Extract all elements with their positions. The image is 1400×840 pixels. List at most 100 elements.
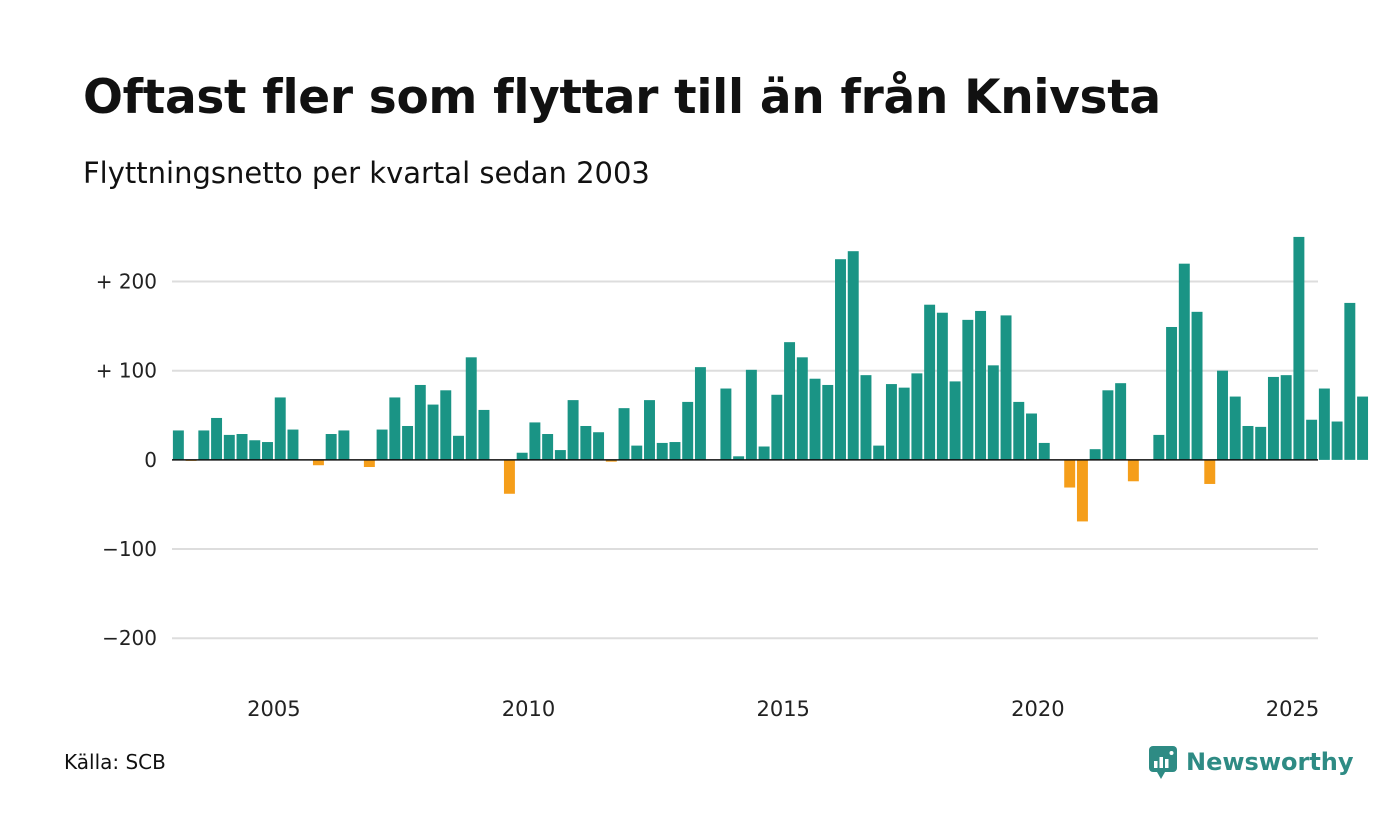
bar [987, 365, 999, 460]
bar [631, 445, 643, 460]
x-tick-label: 2005 [247, 697, 300, 721]
bar [694, 367, 706, 460]
gridlines [172, 280, 1318, 640]
bar [1127, 459, 1139, 482]
y-tick-label: −100 [102, 537, 157, 561]
bar [580, 425, 592, 460]
x-tick-label: 2020 [1011, 697, 1064, 721]
bar [1153, 434, 1165, 460]
bar [1331, 421, 1343, 460]
bar [936, 312, 948, 460]
x-tick-label: 2010 [502, 697, 555, 721]
bar [223, 434, 235, 460]
bar [1089, 449, 1101, 460]
bar [1064, 459, 1076, 488]
source-note: Källa: SCB [64, 750, 166, 774]
bar [325, 434, 337, 460]
bar [198, 430, 210, 460]
bar [1204, 459, 1216, 484]
bar [1076, 459, 1088, 522]
bar [363, 459, 375, 468]
bar [720, 388, 732, 460]
bar [809, 378, 821, 460]
bar [402, 425, 414, 460]
bar [885, 384, 897, 460]
y-tick-label: + 200 [96, 270, 157, 294]
bar [898, 387, 910, 460]
brand-name: Newsworthy [1186, 748, 1354, 776]
bar [962, 319, 974, 460]
bar [465, 357, 477, 460]
bar [924, 304, 936, 460]
bar [949, 381, 961, 460]
bar [1115, 383, 1127, 460]
bar [1280, 375, 1292, 460]
bar [1178, 263, 1190, 460]
bar [1038, 442, 1050, 460]
bar [1102, 390, 1114, 460]
bar [911, 373, 923, 460]
bar [605, 459, 617, 462]
y-tick-label: 0 [144, 448, 157, 472]
bar [287, 429, 299, 460]
bar [312, 459, 324, 466]
bar [376, 429, 388, 460]
bar [389, 397, 401, 460]
bar [1293, 236, 1305, 460]
x-tick-label: 2015 [756, 697, 809, 721]
bar [414, 384, 426, 460]
bar [440, 390, 452, 460]
x-tick-label: 2025 [1266, 697, 1319, 721]
bar [1306, 419, 1318, 460]
bar [656, 442, 668, 460]
bar [529, 422, 541, 460]
bar [1357, 396, 1369, 460]
y-tick-label: + 100 [96, 359, 157, 383]
bar [516, 452, 528, 460]
bar [1267, 376, 1279, 460]
bar [644, 400, 655, 460]
bar [453, 435, 464, 460]
bar [211, 417, 223, 460]
bar [567, 400, 579, 460]
brand-logo: Newsworthy [1148, 742, 1354, 782]
bar [758, 446, 770, 460]
bar [236, 434, 248, 460]
newsworthy-logo-icon [1149, 746, 1177, 779]
chart-subtitle: Flyttningsnetto per kvartal sedan 2003 [83, 156, 650, 190]
bar [682, 401, 694, 460]
bar [1026, 413, 1037, 460]
bar [593, 432, 605, 460]
bar [427, 404, 439, 460]
bar [1217, 370, 1228, 460]
bars [172, 236, 1369, 522]
bar [873, 445, 885, 460]
bar [1229, 396, 1241, 460]
bar [503, 459, 515, 494]
bar [771, 394, 783, 460]
bar [733, 456, 745, 460]
bar [554, 450, 566, 460]
bar [1000, 315, 1012, 460]
bar [1255, 426, 1267, 460]
bar [796, 357, 808, 460]
bar [822, 384, 834, 460]
bar [1318, 388, 1330, 460]
bar [172, 430, 184, 460]
bar [1344, 302, 1356, 460]
y-axis-labels: + 200 + 100 0 −100 −200 [96, 270, 157, 651]
bar [618, 408, 630, 460]
bar [274, 397, 286, 460]
bar [249, 440, 261, 460]
bar [338, 430, 350, 460]
bar [847, 251, 859, 460]
bar [478, 409, 490, 460]
bar [784, 342, 796, 460]
y-tick-label: −200 [102, 626, 157, 650]
bar [542, 434, 554, 460]
bar [1191, 311, 1203, 460]
bar [669, 442, 681, 460]
bar [860, 375, 872, 460]
x-axis-labels: 2005 2010 2015 2020 2025 [247, 697, 1319, 721]
